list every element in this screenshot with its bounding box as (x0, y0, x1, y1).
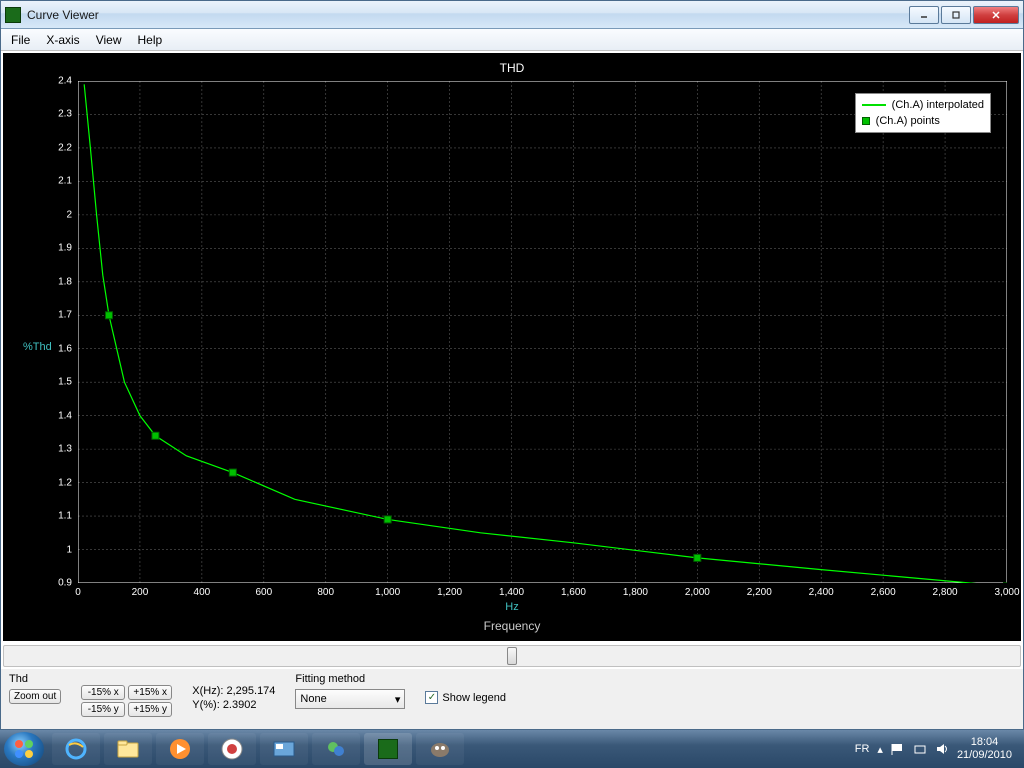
tray-chevron-icon[interactable]: ▴ (877, 743, 883, 756)
titlebar[interactable]: Curve Viewer (1, 1, 1023, 29)
clock[interactable]: 18:04 21/09/2010 (957, 736, 1012, 762)
xtick-label: 0 (75, 587, 81, 598)
ytick-label: 1.5 (58, 377, 72, 388)
thd-label: Thd (9, 673, 61, 685)
zoom-out-button[interactable]: Zoom out (9, 689, 61, 704)
legend-item-interpolated: (Ch.A) interpolated (862, 97, 984, 113)
taskbar-ie[interactable] (52, 733, 100, 765)
zoom-minus-x-button[interactable]: -15% x (81, 685, 125, 700)
ytick-label: 2.4 (58, 76, 72, 87)
chevron-down-icon: ▾ (395, 693, 401, 706)
show-legend-checkbox[interactable]: ✓ (425, 691, 438, 704)
taskbar-app-2[interactable] (260, 733, 308, 765)
clock-date: 21/09/2010 (957, 749, 1012, 762)
fitting-method-value: None (300, 693, 326, 705)
zoom-plus-y-button[interactable]: +15% y (128, 702, 172, 717)
minimize-button[interactable] (909, 6, 939, 24)
ytick-label: 1.4 (58, 410, 72, 421)
app-window: Curve Viewer File X-axis View Help THD %… (0, 0, 1024, 730)
xtick-label: 2,600 (871, 587, 896, 598)
xtick-label: 600 (255, 587, 272, 598)
xtick-label: 2,200 (747, 587, 772, 598)
close-button[interactable] (973, 6, 1019, 24)
legend-line-sample (862, 104, 886, 106)
xtick-label: 2,000 (685, 587, 710, 598)
taskbar-explorer[interactable] (104, 733, 152, 765)
ytick-label: 1.9 (58, 243, 72, 254)
taskbar-mediaplayer[interactable] (156, 733, 204, 765)
xtick-label: 3,000 (994, 587, 1019, 598)
clock-time: 18:04 (957, 736, 1012, 749)
taskbar-curve-viewer[interactable] (364, 733, 412, 765)
taskbar: FR ▴ 18:04 21/09/2010 (0, 730, 1024, 768)
ytick-label: 2.2 (58, 142, 72, 153)
y-readout-value: 2.3902 (223, 699, 257, 711)
legend-item-points: (Ch.A) points (862, 113, 984, 129)
flag-icon[interactable] (891, 742, 905, 756)
xtick-label: 2,400 (809, 587, 834, 598)
x-readout-label: X(Hz): (192, 685, 223, 697)
xtick-label: 400 (194, 587, 211, 598)
ytick-label: 0.9 (58, 578, 72, 589)
zoom-minus-y-button[interactable]: -15% y (81, 702, 125, 717)
taskbar-app-3[interactable] (312, 733, 360, 765)
xtick-label: 800 (317, 587, 334, 598)
ytick-label: 2.1 (58, 176, 72, 187)
x-axis-unit: Hz (3, 601, 1021, 613)
xtick-label: 1,000 (375, 587, 400, 598)
taskbar-gimp[interactable] (416, 733, 464, 765)
ytick-label: 1 (66, 544, 72, 555)
ytick-label: 1.6 (58, 343, 72, 354)
ytick-label: 1.2 (58, 477, 72, 488)
menu-xaxis[interactable]: X-axis (38, 31, 87, 49)
ytick-label: 1.7 (58, 310, 72, 321)
chart-title: THD (3, 61, 1021, 75)
fitting-method-label: Fitting method (295, 673, 405, 685)
xtick-label: 1,800 (623, 587, 648, 598)
plot-area[interactable]: 0.911.11.21.31.41.51.61.71.81.922.12.22.… (78, 81, 1007, 583)
menu-file[interactable]: File (3, 31, 38, 49)
legend-label: (Ch.A) interpolated (892, 99, 984, 111)
zoom-plus-x-button[interactable]: +15% x (128, 685, 172, 700)
ytick-label: 1.8 (58, 276, 72, 287)
slider-thumb[interactable] (507, 647, 517, 665)
show-legend-label: Show legend (442, 692, 506, 704)
xtick-label: 200 (132, 587, 149, 598)
y-axis-label: %Thd (23, 341, 52, 353)
plot-region[interactable]: THD %Thd Hz Frequency 0.911.11.21.31.41.… (3, 53, 1021, 641)
menu-help[interactable]: Help (129, 31, 170, 49)
horizontal-slider[interactable] (3, 645, 1021, 667)
menu-view[interactable]: View (88, 31, 130, 49)
ytick-label: 2 (66, 209, 72, 220)
menubar: File X-axis View Help (1, 29, 1023, 51)
legend-label: (Ch.A) points (876, 115, 940, 127)
xtick-label: 1,200 (437, 587, 462, 598)
volume-icon[interactable] (935, 742, 949, 756)
window-title: Curve Viewer (27, 8, 907, 22)
controls-panel: Thd Zoom out -15% x +15% x -15% y +15% y… (1, 669, 1023, 729)
ytick-label: 1.3 (58, 444, 72, 455)
network-icon[interactable] (913, 742, 927, 756)
legend[interactable]: (Ch.A) interpolated (Ch.A) points (855, 93, 991, 133)
app-icon (5, 7, 21, 23)
x-readout-value: 2,295.174 (226, 685, 275, 697)
fitting-method-dropdown[interactable]: None ▾ (295, 689, 405, 709)
xtick-label: 2,800 (933, 587, 958, 598)
language-indicator[interactable]: FR (855, 743, 870, 755)
start-button[interactable] (4, 732, 44, 766)
y-readout-label: Y(%): (192, 699, 220, 711)
xtick-label: 1,400 (499, 587, 524, 598)
systray: FR ▴ 18:04 21/09/2010 (847, 736, 1020, 762)
ytick-label: 1.1 (58, 511, 72, 522)
legend-marker-sample (862, 117, 870, 125)
maximize-button[interactable] (941, 6, 971, 24)
taskbar-app-1[interactable] (208, 733, 256, 765)
ytick-label: 2.3 (58, 109, 72, 120)
plot-svg (78, 81, 1007, 583)
xtick-label: 1,600 (561, 587, 586, 598)
x-axis-label: Frequency (3, 619, 1021, 633)
